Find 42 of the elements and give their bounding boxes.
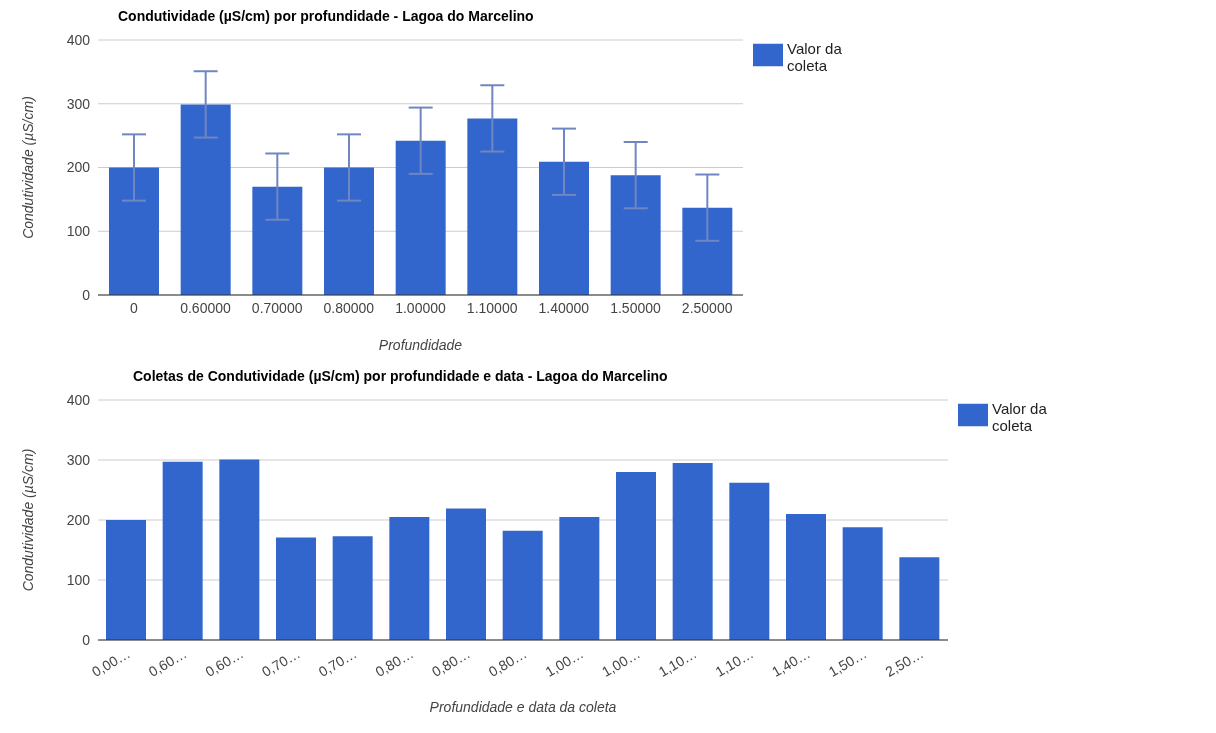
y-tick-label: 400 bbox=[66, 31, 91, 48]
x-tick-label: 0.70000 bbox=[251, 299, 303, 316]
x-tick-label: 1,50… bbox=[825, 645, 870, 680]
x-tick-label: 1,00… bbox=[542, 645, 587, 680]
y-tick-label: 100 bbox=[66, 223, 91, 240]
x-tick-label: 0.60000 bbox=[180, 299, 232, 316]
x-tick-label: 0,80… bbox=[372, 645, 417, 680]
y-tick-label: 200 bbox=[66, 159, 91, 176]
chart-title: Coletas de Condutividade (µS/cm) por profundidade e data - Lagoa do Marcelino bbox=[133, 368, 668, 384]
x-tick-label: 0,60… bbox=[202, 645, 247, 680]
x-tick-label: 1,10… bbox=[712, 645, 757, 680]
y-axis-title: Condutividade (µS/cm) bbox=[19, 96, 36, 239]
y-tick-label: 0 bbox=[82, 286, 91, 303]
y-tick-label: 300 bbox=[66, 95, 91, 112]
y-axis-title: Condutividade (µS/cm) bbox=[19, 448, 36, 592]
x-tick-label: 0,80… bbox=[429, 645, 473, 680]
legend-label: Valor da coleta bbox=[787, 40, 843, 74]
x-axis-title: Profundidade bbox=[378, 337, 463, 353]
y-tick-label: 300 bbox=[66, 451, 91, 468]
x-axis-title: Profundidade e data da coleta bbox=[429, 699, 617, 715]
x-tick-label: 0,80… bbox=[485, 645, 530, 680]
x-tick-label: 0,70… bbox=[315, 645, 360, 680]
x-tick-label: 1,00… bbox=[599, 645, 643, 680]
legend-label: Valor da coleta bbox=[992, 400, 1048, 434]
x-tick-label: 0 bbox=[129, 299, 138, 316]
x-tick-label: 0.80000 bbox=[323, 299, 375, 316]
x-tick-label: 0,60… bbox=[145, 645, 190, 680]
x-tick-label: 1.10000 bbox=[466, 299, 518, 316]
y-tick-label: 0 bbox=[82, 631, 91, 648]
y-tick-label: 200 bbox=[66, 511, 91, 528]
x-tick-label: 1,10… bbox=[655, 645, 700, 680]
x-tick-label: 1.00000 bbox=[395, 299, 447, 316]
y-tick-label: 100 bbox=[66, 571, 91, 588]
x-tick-label: 2,50… bbox=[882, 645, 927, 680]
x-tick-label: 2.50000 bbox=[681, 299, 733, 316]
x-tick-label: 0,00… bbox=[89, 645, 133, 680]
y-tick-label: 400 bbox=[66, 391, 91, 408]
x-tick-label: 1.50000 bbox=[610, 299, 662, 316]
x-tick-label: 0,70… bbox=[259, 645, 303, 680]
chart-title: Condutividade (µS/cm) por profundidade - Lagoa do Marcelino bbox=[118, 8, 534, 24]
x-tick-label: 1.40000 bbox=[538, 299, 590, 316]
x-tick-label: 1,40… bbox=[769, 645, 813, 680]
